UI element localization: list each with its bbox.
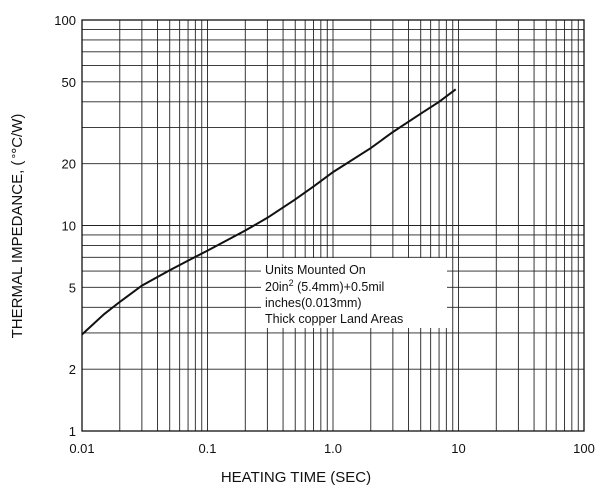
annotation-line-2: 20in2 (5.4mm)+0.5mil: [265, 278, 384, 294]
annotation-line-1: Units Mounted On: [265, 263, 366, 277]
y-tick-label: 100: [54, 13, 76, 28]
x-tick-label: 0.01: [69, 441, 94, 456]
annotation-line-4: Thick copper Land Areas: [265, 312, 403, 326]
annotation-line-3: inches(0.013mm): [265, 296, 362, 310]
plot-frame: [81, 19, 585, 432]
x-tick-label: 100: [573, 441, 595, 456]
y-tick-label: 10: [62, 219, 76, 234]
grid-lines: [82, 20, 584, 431]
x-tick-label: 1.0: [324, 441, 342, 456]
x-tick-label: 10: [451, 441, 465, 456]
annotation-box: [261, 258, 447, 328]
y-tick-label: 20: [62, 157, 76, 172]
y-tick-label: 2: [69, 362, 76, 377]
y-tick-label: 50: [62, 75, 76, 90]
series-line: [81, 88, 457, 336]
y-tick-label: 5: [69, 280, 76, 295]
y-tick-label: 1: [69, 424, 76, 439]
x-tick-label: 0.1: [198, 441, 216, 456]
y-axis-title: THERMAL IMPEDANCE, (°°C/W): [9, 114, 26, 339]
y-tick-labels: 1 2 5 10 20 50 100: [54, 13, 76, 439]
x-axis-title: HEATING TIME (SEC): [221, 469, 371, 486]
x-tick-labels: 0.01 0.1 1.0 10 100: [69, 441, 595, 456]
